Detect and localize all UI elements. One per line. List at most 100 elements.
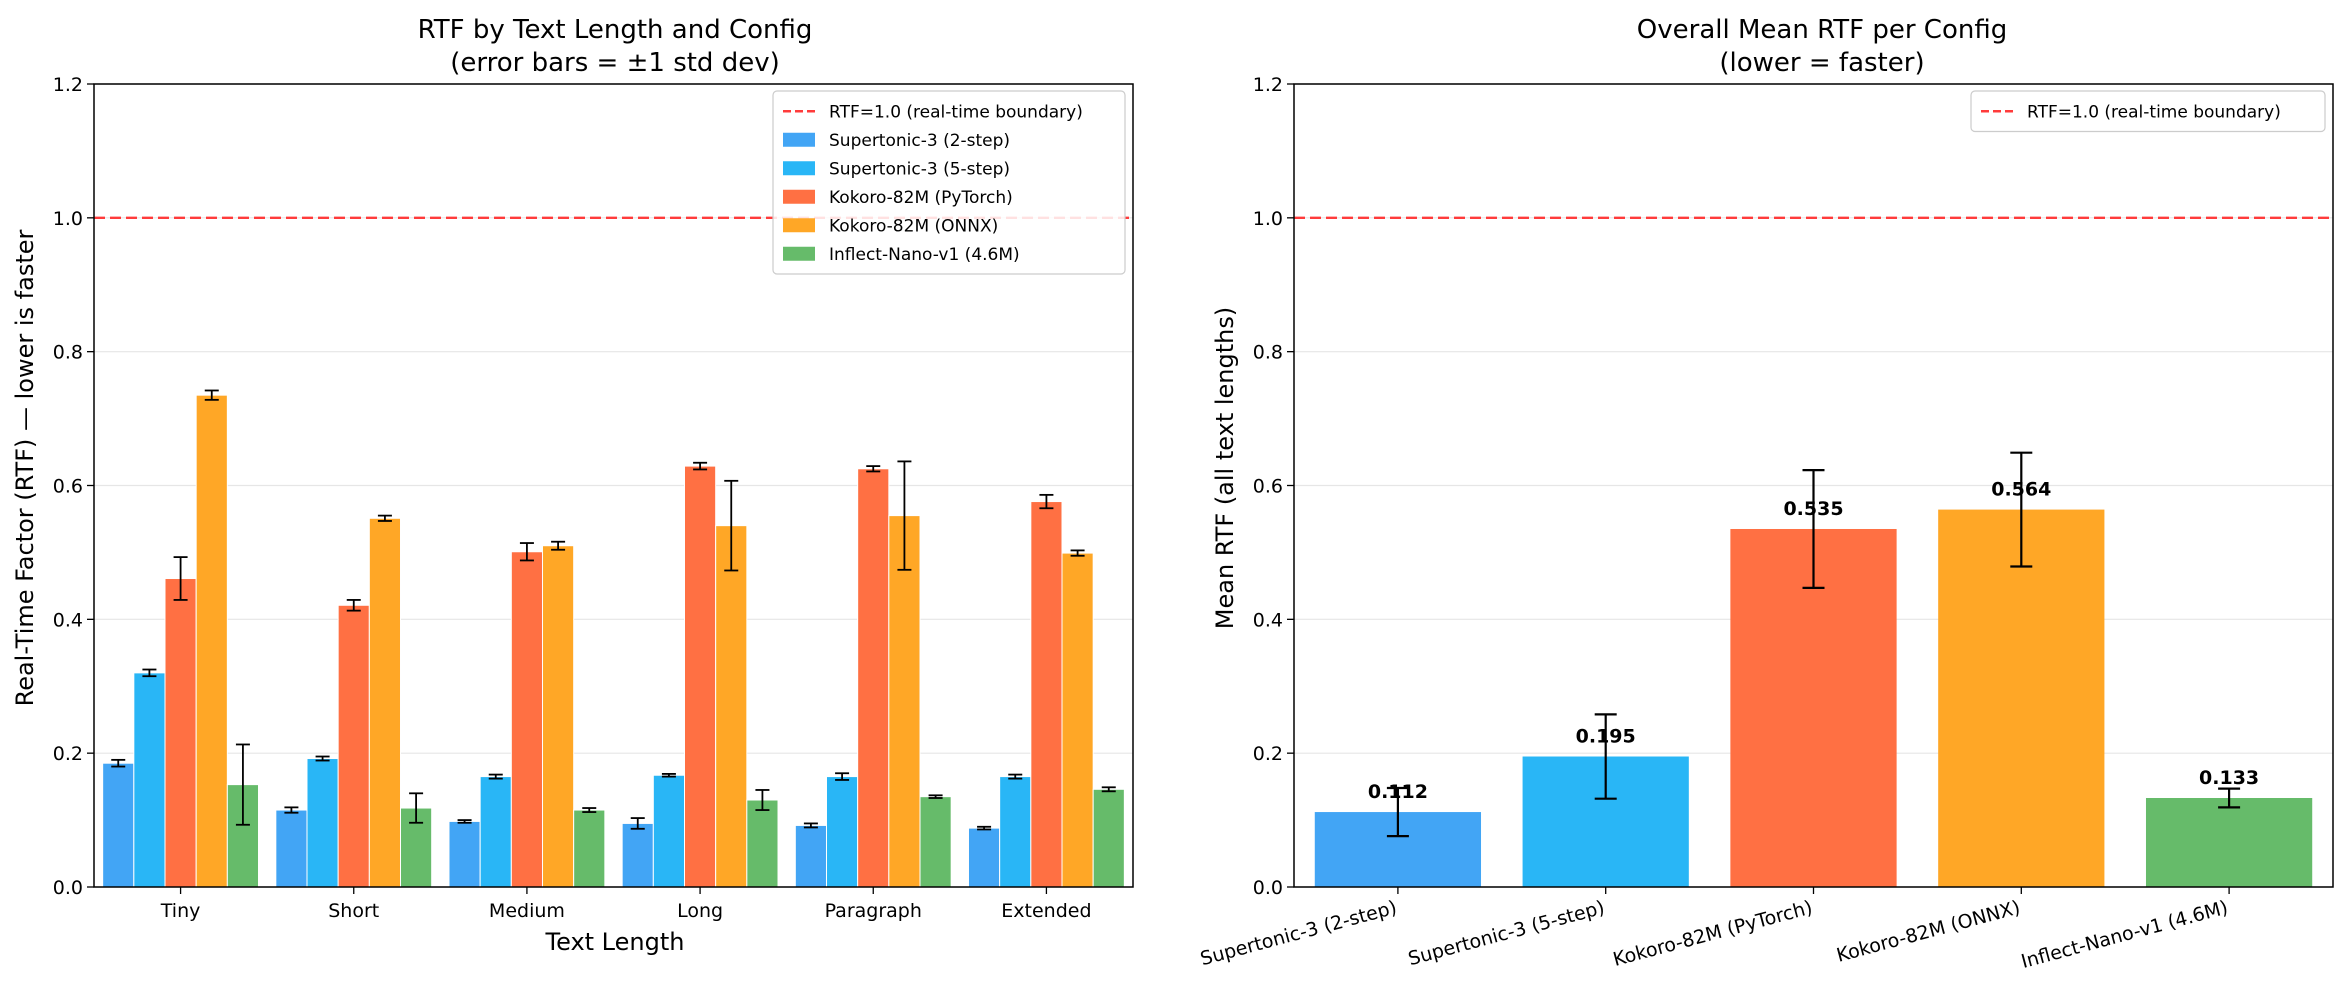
left-error-bar	[519, 542, 534, 562]
left-bar	[967, 827, 1001, 888]
left-legend-swatch	[783, 132, 815, 147]
left-bar	[999, 776, 1032, 888]
left-x-tick-label: Short	[328, 900, 379, 922]
left-bar	[621, 822, 654, 888]
left-error-bar	[173, 556, 188, 601]
left-error-bar	[630, 817, 645, 830]
left-y-axis-label: Real-Time Factor (RTF) — lower is faster	[11, 229, 39, 706]
right-y-tick-label: 0.0	[1253, 877, 1283, 899]
right-axes-frame	[1293, 83, 2334, 888]
right-y-tick-label: 0.4	[1253, 609, 1283, 631]
left-error-bar	[409, 792, 424, 824]
left-error-bar	[977, 825, 992, 831]
left-error-bar	[1039, 493, 1054, 510]
left-error-bar	[346, 599, 361, 612]
left-error-bar	[928, 794, 943, 799]
left-bar	[102, 762, 135, 888]
left-x-tick-label: Extended	[1001, 900, 1091, 922]
left-bar	[368, 517, 402, 888]
left-legend-box	[772, 90, 1126, 275]
right-bar	[1938, 509, 2105, 887]
left-error-bar	[724, 479, 739, 572]
left-error-bar	[315, 755, 330, 762]
left-y-tick-label: 0.6	[53, 476, 83, 498]
left-y-tick-label: 0.2	[53, 743, 83, 765]
right-y-tick-label: 1.0	[1253, 208, 1283, 230]
left-legend-label: Kokoro-82M (ONNX)	[829, 216, 998, 236]
left-error-bar	[142, 668, 157, 678]
left-bar	[306, 758, 339, 888]
right-value-label: 0.564	[1991, 479, 2051, 501]
right-error-bar	[1594, 713, 1617, 800]
left-bar	[919, 796, 952, 888]
left-bar	[715, 525, 748, 888]
left-error-bar	[551, 540, 566, 551]
left-error-bar	[204, 389, 219, 401]
right-y-tick-label: 0.6	[1253, 476, 1283, 498]
right-chart-title: Overall Mean RTF per Config	[1637, 15, 2007, 45]
right-value-label: 0.195	[1576, 726, 1636, 748]
left-error-bar	[284, 806, 299, 814]
left-bar	[275, 809, 308, 888]
left-bar	[1030, 501, 1063, 888]
left-x-tick-label: Tiny	[160, 900, 201, 922]
left-x-tick-label: Paragraph	[825, 900, 922, 922]
left-bar	[542, 545, 575, 888]
left-error-bar	[488, 773, 503, 780]
left-bar	[133, 672, 166, 888]
left-bar	[573, 809, 606, 888]
left-error-bar	[111, 758, 126, 768]
right-value-label: 0.133	[2199, 767, 2259, 789]
left-error-bar	[835, 772, 850, 781]
left-error-bar	[693, 461, 708, 471]
left-plot-area: 0.0 0.2 0.4 0.6 0.8 1.0 1.2 Tiny Short Medium Long…	[53, 74, 1134, 922]
left-error-bar	[235, 743, 250, 826]
left-axes-frame	[93, 83, 1134, 888]
left-bar	[1092, 788, 1125, 888]
left-y-tick-label: 1.0	[53, 208, 83, 230]
left-bar	[164, 578, 197, 888]
left-legend-label: RTF=1.0 (real-time boundary)	[829, 102, 1083, 122]
left-chart-subtitle: (error bars = ±1 std dev)	[450, 48, 779, 78]
right-y-axis-label: Mean RTF (all text lengths)	[1211, 307, 1239, 629]
left-y-tick-label: 0.4	[53, 609, 83, 631]
left-error-bar	[661, 773, 676, 778]
left-error-bar	[866, 465, 881, 473]
right-y-tick-label: 0.8	[1253, 342, 1283, 364]
left-error-bar	[755, 789, 770, 811]
left-error-bar	[582, 807, 597, 813]
right-chart-subtitle: (lower = faster)	[1719, 48, 1924, 78]
left-x-tick-label: Medium	[489, 900, 565, 922]
left-legend-swatch	[783, 218, 815, 233]
right-error-bar	[2010, 451, 2033, 568]
left-x-tick-label: Long	[677, 900, 723, 922]
left-bar	[510, 551, 544, 888]
left-error-bar	[377, 514, 392, 522]
left-error-bar	[1070, 549, 1085, 557]
left-y-tick-label: 0.8	[53, 342, 83, 364]
left-error-bar	[1008, 773, 1023, 780]
left-bar	[857, 468, 890, 888]
right-legend: RTF=1.0 (real-time boundary)	[1970, 90, 2326, 133]
left-error-bar	[457, 819, 472, 824]
left-legend-swatch	[783, 246, 815, 261]
left-bar	[746, 799, 779, 888]
left-bar	[479, 776, 512, 888]
left-legend-swatch	[783, 161, 815, 176]
right-error-bar	[1802, 469, 1825, 589]
left-bar	[337, 604, 370, 888]
left-legend-label: Kokoro-82M (PyTorch)	[829, 188, 1013, 208]
left-error-bar	[897, 460, 912, 571]
left-legend-label: Supertonic-3 (5-step)	[829, 159, 1010, 179]
left-x-axis-label: Text Length	[545, 928, 685, 956]
left-error-bar	[1101, 786, 1116, 793]
left-bar	[652, 774, 685, 888]
right-error-bar	[2218, 787, 2241, 809]
left-bar	[448, 820, 481, 888]
left-y-tick-label: 1.2	[53, 74, 83, 96]
left-legend-swatch	[783, 189, 815, 204]
left-bar	[683, 465, 717, 888]
left-bar	[195, 394, 228, 888]
